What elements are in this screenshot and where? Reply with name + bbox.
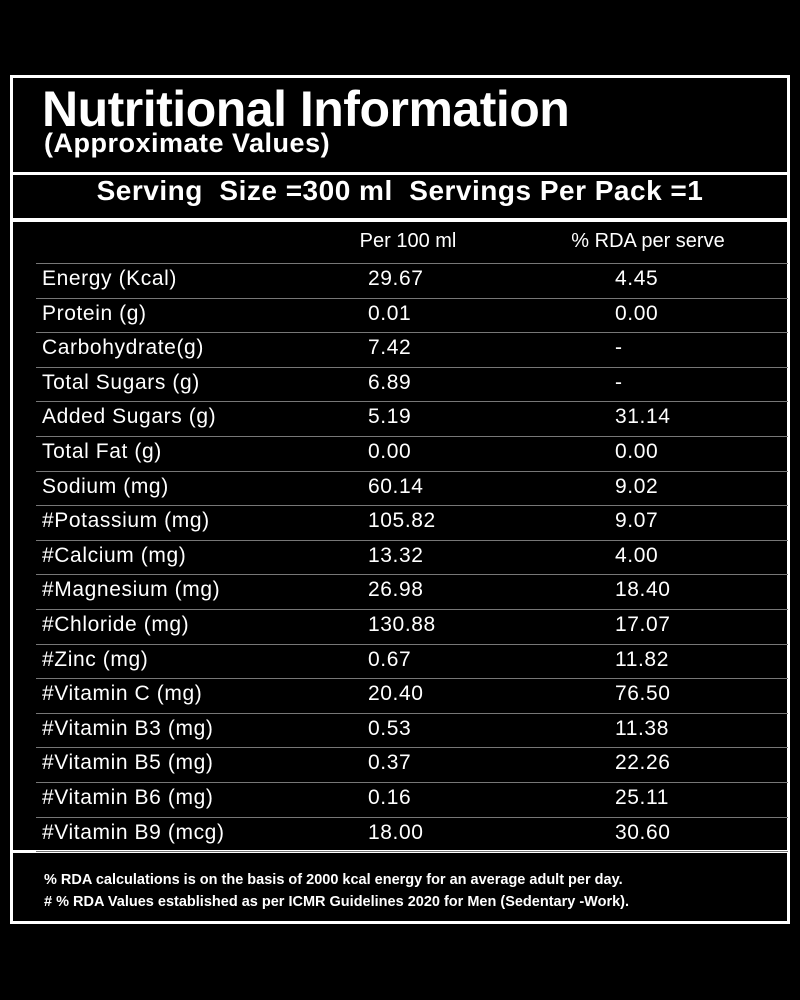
nutrient-value: 130.88 bbox=[368, 613, 436, 636]
column-header: Per 100 ml bbox=[359, 230, 457, 252]
nutrient-value: - bbox=[615, 370, 623, 394]
nutrient-value: 18.00 bbox=[368, 820, 424, 844]
row-line bbox=[36, 471, 788, 472]
nutrient-value: 17.07 bbox=[615, 613, 671, 636]
nutrient-name: #Calcium (mg) bbox=[42, 543, 187, 567]
nutrient-value: - bbox=[615, 336, 623, 360]
serving-info: Serving Size =300 ml Servings Per Pack =… bbox=[96, 175, 704, 206]
nutrient-name: #Zinc (mg) bbox=[42, 647, 149, 671]
nutrient-value: 0.37 bbox=[368, 751, 412, 775]
row-line bbox=[36, 332, 788, 333]
label-border bbox=[10, 75, 790, 924]
row-line bbox=[36, 851, 788, 852]
divider bbox=[10, 172, 790, 175]
nutrient-name: #Vitamin B5 (mg) bbox=[42, 751, 214, 775]
nutrient-value: 13.32 bbox=[368, 543, 424, 567]
nutrient-value: 29.67 bbox=[368, 267, 424, 290]
title: Nutritional Information bbox=[42, 81, 570, 137]
nutrient-value: 9.02 bbox=[615, 474, 659, 498]
nutrient-name: #Vitamin C (mg) bbox=[42, 682, 203, 706]
nutrient-value: 0.00 bbox=[615, 301, 659, 325]
nutrient-value: 11.82 bbox=[615, 647, 669, 671]
nutrient-value: 0.67 bbox=[368, 647, 412, 671]
nutrient-name: Energy (Kcal) bbox=[42, 267, 178, 290]
subtitle: (Approximate Values) bbox=[44, 128, 331, 158]
nutrient-name: #Potassium (mg) bbox=[42, 509, 210, 533]
nutrient-value: 0.00 bbox=[615, 440, 659, 463]
row-line bbox=[36, 713, 788, 714]
nutrient-name: Total Sugars (g) bbox=[42, 370, 200, 394]
nutrient-value: 30.60 bbox=[615, 820, 671, 844]
nutrient-name: Total Fat (g) bbox=[42, 440, 162, 463]
nutrient-value: 18.40 bbox=[615, 578, 671, 602]
nutrient-value: 0.53 bbox=[368, 716, 412, 740]
row-line bbox=[36, 747, 788, 748]
nutrient-name: Carbohydrate(g) bbox=[42, 336, 204, 360]
footnote: % RDA calculations is on the basis of 20… bbox=[44, 872, 623, 888]
row-line bbox=[36, 540, 788, 541]
nutrient-value: 7.42 bbox=[368, 336, 412, 360]
nutrient-value: 0.16 bbox=[368, 786, 412, 809]
column-header: % RDA per serve bbox=[571, 230, 725, 252]
row-line bbox=[36, 367, 788, 368]
footnote: # % RDA Values established as per ICMR G… bbox=[44, 894, 630, 910]
divider bbox=[10, 218, 790, 222]
nutrient-name: Sodium (mg) bbox=[42, 474, 169, 498]
nutrient-value: 6.89 bbox=[368, 370, 412, 394]
nutrient-name: Protein (g) bbox=[42, 301, 147, 325]
nutrient-name: #Vitamin B3 (mg) bbox=[42, 716, 214, 740]
nutrient-value: 26.98 bbox=[368, 578, 424, 602]
row-line bbox=[36, 574, 788, 575]
row-line bbox=[36, 817, 788, 818]
nutrient-value: 4.00 bbox=[615, 543, 659, 567]
nutrient-name: #Chloride (mg) bbox=[42, 613, 190, 636]
row-line bbox=[36, 436, 788, 437]
nutrient-value: 0.00 bbox=[368, 440, 412, 463]
nutrient-value: 5.19 bbox=[368, 405, 412, 429]
nutrient-value: 11.38 bbox=[615, 716, 669, 740]
row-line bbox=[36, 298, 788, 299]
row-line bbox=[36, 644, 788, 645]
nutrient-name: #Vitamin B6 (mg) bbox=[42, 786, 214, 809]
nutrient-value: 22.26 bbox=[615, 751, 671, 775]
nutrient-name: #Magnesium (mg) bbox=[42, 578, 221, 602]
row-line bbox=[36, 505, 788, 506]
nutrient-value: 0.01 bbox=[368, 301, 412, 325]
row-line bbox=[36, 609, 788, 610]
nutrient-name: Added Sugars (g) bbox=[42, 405, 217, 429]
row-line bbox=[36, 263, 788, 264]
nutrient-value: 60.14 bbox=[368, 474, 424, 498]
row-line bbox=[36, 678, 788, 679]
nutrient-value: 4.45 bbox=[615, 267, 659, 290]
nutrient-value: 9.07 bbox=[615, 509, 659, 533]
nutrient-value: 31.14 bbox=[615, 405, 671, 429]
nutrient-value: 20.40 bbox=[368, 682, 424, 706]
nutrient-value: 25.11 bbox=[615, 786, 669, 809]
nutrient-name: #Vitamin B9 (mcg) bbox=[42, 820, 225, 844]
nutrient-value: 76.50 bbox=[615, 682, 671, 706]
row-line bbox=[36, 782, 788, 783]
row-line bbox=[36, 401, 788, 402]
nutrient-value: 105.82 bbox=[368, 509, 436, 533]
